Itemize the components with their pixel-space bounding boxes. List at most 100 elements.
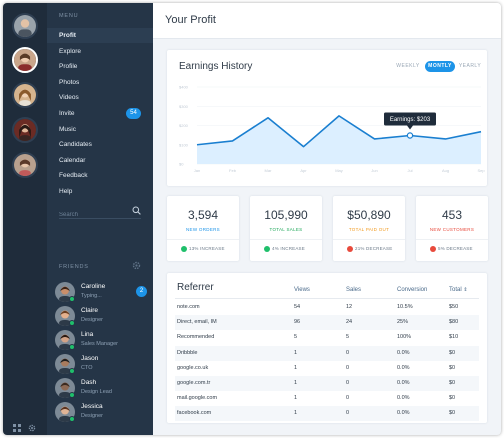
cell-conversion: 0.0% (397, 364, 410, 371)
col-views[interactable]: Views (294, 287, 310, 293)
friend-item[interactable]: Claire Designer (55, 306, 149, 328)
cell-conversion: 0.0% (397, 380, 410, 386)
sidebar-item-profit[interactable]: Profit (47, 28, 153, 43)
cell-sales: 24 (346, 319, 353, 326)
x-tick-label: Aug (442, 168, 449, 173)
toggle-yearly[interactable]: YEARLY (458, 63, 482, 69)
table-row[interactable]: Direct, email, IM 96 24 25% $80 (175, 315, 479, 331)
stat-label: TOTAL PAID OUT (348, 227, 390, 232)
y-tick-label: $400 (179, 85, 189, 90)
col-conversion[interactable]: Conversion (397, 287, 428, 293)
referrer-name: google.com.tr (177, 380, 211, 386)
sidebar-item-explore[interactable]: Explore (47, 44, 153, 59)
cell-sales: 5 (346, 334, 350, 341)
toggle-weekly[interactable]: WEEKLY (396, 63, 420, 69)
col-sales[interactable]: Sales (346, 287, 362, 293)
stat-value: 3,594 (187, 208, 219, 222)
cell-conversion: 0.0% (397, 349, 410, 356)
main-content: Your Profit Earnings History WEEKLY MONT… (153, 3, 501, 435)
cell-conversion: 0.0% (397, 410, 410, 417)
table-row[interactable]: mail.google.com 1 0 0.0% $0 (175, 391, 479, 406)
sidebar-item-label: Explore (59, 47, 82, 55)
search-input[interactable] (59, 207, 125, 223)
referrer-name: mail.google.com (177, 395, 218, 402)
col-total[interactable]: Total ⇕ (449, 287, 468, 293)
friend-name: Caroline (81, 283, 106, 290)
x-tick-label: Feb (229, 168, 237, 173)
table-row[interactable]: google.co.uk 1 0 0.0% $0 (175, 361, 479, 376)
table-row[interactable]: google.com.tr 1 0 0.0% $0 (175, 376, 479, 391)
grid-icon[interactable] (13, 424, 21, 432)
x-tick-label: Mar (265, 168, 273, 173)
referrer-name: facebook.com (177, 410, 212, 417)
cell-sales: 0 (346, 380, 350, 386)
sidebar-item-label: Profile (59, 63, 78, 71)
cell-total: $50 (449, 304, 459, 310)
friend-item[interactable]: Caroline Typing... 2 (55, 282, 149, 304)
cell-conversion: 0.0% (397, 395, 410, 402)
sidebar-item-label: Videos (59, 94, 79, 102)
stat-change-text: 4% INCREASE (272, 246, 305, 251)
earnings-card: Earnings History WEEKLY MONTLY YEARLY $4… (167, 50, 487, 186)
referrer-card: Referrer Views Sales Conversion Total ⇕ … (167, 273, 487, 423)
sidebar-item-invite[interactable]: Invite 54 (47, 106, 153, 121)
friend-item[interactable]: Dash Design Lead (55, 378, 149, 400)
rail-avatar[interactable] (12, 13, 38, 39)
online-status-dot (69, 344, 75, 350)
friend-item[interactable]: Jessica Designer (55, 402, 149, 424)
sidebar-item-calendar[interactable]: Calendar (47, 153, 153, 168)
rail-avatar-active[interactable] (12, 47, 38, 73)
stat-value: 453 (441, 208, 463, 222)
friend-item[interactable]: Jason CTO (55, 354, 149, 376)
friends-settings-icon[interactable] (132, 261, 141, 270)
sort-icon: ⇕ (463, 287, 468, 293)
rail-avatar[interactable] (12, 82, 38, 108)
stat-card: 453 NEW CUSTOMERS 5% DECREASE (416, 196, 488, 261)
table-row[interactable]: Dribbble 1 0 0.0% $0 (175, 345, 479, 361)
table-row[interactable]: facebook.com 1 0 0.0% $0 (175, 406, 479, 422)
sidebar-item-photos[interactable]: Photos (47, 75, 153, 90)
divider (250, 239, 322, 240)
divider (333, 239, 405, 240)
cell-total: $10 (449, 334, 459, 341)
referrer-name: Dribbble (177, 349, 198, 356)
friend-name: Dash (81, 379, 97, 386)
header-divider (175, 298, 479, 299)
table-row[interactable]: Recommended 5 5 100% $10 (175, 330, 479, 345)
table-row[interactable]: note.com 54 12 10.5% $50 (175, 300, 479, 315)
sidebar-item-label: Invite (59, 110, 75, 117)
arrow-down-icon (347, 246, 353, 252)
stat-card: 3,594 NEW ORDERS 13% INCREASE (167, 196, 239, 261)
y-tick-label: $0 (179, 162, 184, 167)
sidebar-item-label: Profit (59, 32, 76, 39)
sidebar-item-music[interactable]: Music (47, 122, 153, 137)
x-tick-label: Jun (371, 168, 377, 173)
search-icon[interactable] (132, 206, 141, 215)
cell-views: 5 (294, 334, 298, 341)
highlight-point (406, 132, 414, 139)
cell-sales: 0 (346, 410, 350, 417)
y-tick-label: $300 (179, 104, 189, 109)
cell-views: 1 (294, 380, 298, 386)
sidebar-item-feedback[interactable]: Feedback (47, 168, 153, 183)
sidebar-item-help[interactable]: Help (47, 184, 153, 199)
settings-icon[interactable] (28, 424, 36, 432)
area-fill (197, 115, 481, 164)
cell-views: 96 (294, 319, 301, 326)
cell-views: 1 (294, 349, 298, 356)
sidebar-item-label: Music (59, 125, 76, 133)
friend-name: Jessica (81, 403, 103, 410)
page-title: Your Profit (165, 14, 216, 26)
referrer-name: note.com (177, 304, 200, 310)
app-window: MENU Profit Explore Profile Photos Videos Inv… (3, 3, 501, 435)
stat-label: TOTAL SALES (269, 227, 303, 232)
toggle-monthly[interactable]: MONTLY (425, 61, 455, 72)
rail-avatar[interactable] (12, 117, 38, 143)
rail-avatar[interactable] (12, 152, 38, 178)
referrer-name: google.co.uk (177, 364, 209, 371)
sidebar-item-candidates[interactable]: Candidates (47, 137, 153, 152)
friend-item[interactable]: Lina Sales Manager (55, 330, 149, 352)
sidebar-item-videos[interactable]: Videos (47, 90, 153, 105)
sidebar-item-profile[interactable]: Profile (47, 59, 153, 74)
cell-total: $0 (449, 380, 456, 386)
